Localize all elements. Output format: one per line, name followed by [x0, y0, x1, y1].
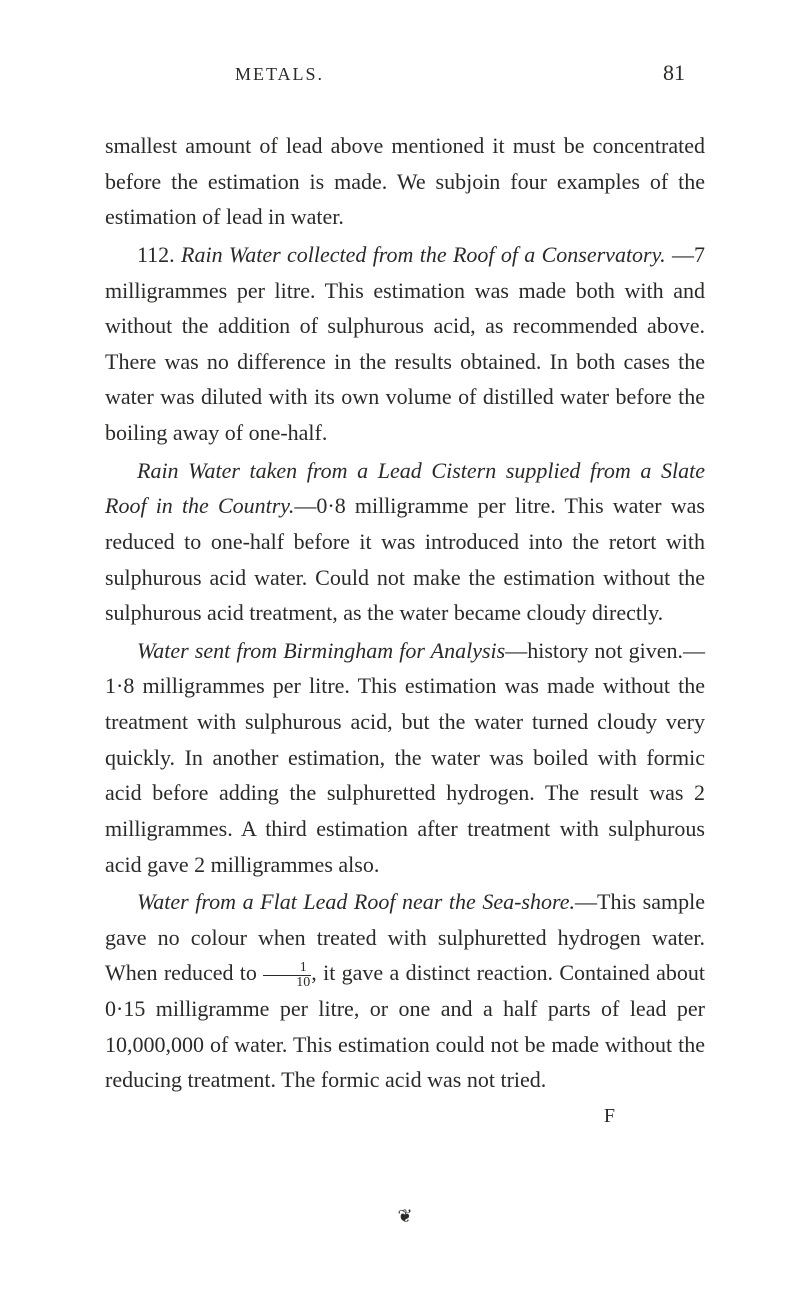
page-header: METALS. 81: [105, 60, 705, 86]
paragraph-3: Rain Water taken from a Lead Cistern sup…: [105, 453, 705, 631]
p1-text: smallest amount of lead above mentioned …: [105, 133, 705, 229]
paragraph-1: smallest amount of lead above mentioned …: [105, 128, 705, 235]
p2-number: 112.: [137, 242, 175, 267]
p4-body: —history not given.—1·8 milligrammes per…: [105, 638, 705, 877]
page-number: 81: [663, 60, 685, 86]
paragraph-2: 112. Rain Water collected from the Roof …: [105, 237, 705, 451]
p2-body: —7 milligrammes per litre. This estimati…: [105, 242, 705, 445]
fraction-denominator: 10: [263, 976, 311, 990]
paragraph-4: Water sent from Birmingham for Analysis—…: [105, 633, 705, 882]
ornament: ❦: [105, 1202, 705, 1231]
p4-title: Water sent from Birmingham for Analysis: [137, 638, 505, 663]
fraction: 110: [263, 961, 311, 990]
fraction-numerator: 1: [263, 961, 311, 976]
body-text: smallest amount of lead above mentioned …: [105, 128, 705, 1231]
p5-title: Water from a Flat Lead Roof near the Sea…: [137, 889, 575, 914]
ornament-icon: ❦: [397, 1206, 412, 1226]
paragraph-5: Water from a Flat Lead Roof near the Sea…: [105, 884, 705, 1098]
header-title: METALS.: [235, 64, 324, 85]
signature: F: [604, 1105, 615, 1127]
p2-title: Rain Water collected from the Roof of a …: [181, 242, 666, 267]
signature-line: F: [105, 1100, 705, 1132]
page-container: METALS. 81 smallest amount of lead above…: [0, 0, 800, 1300]
